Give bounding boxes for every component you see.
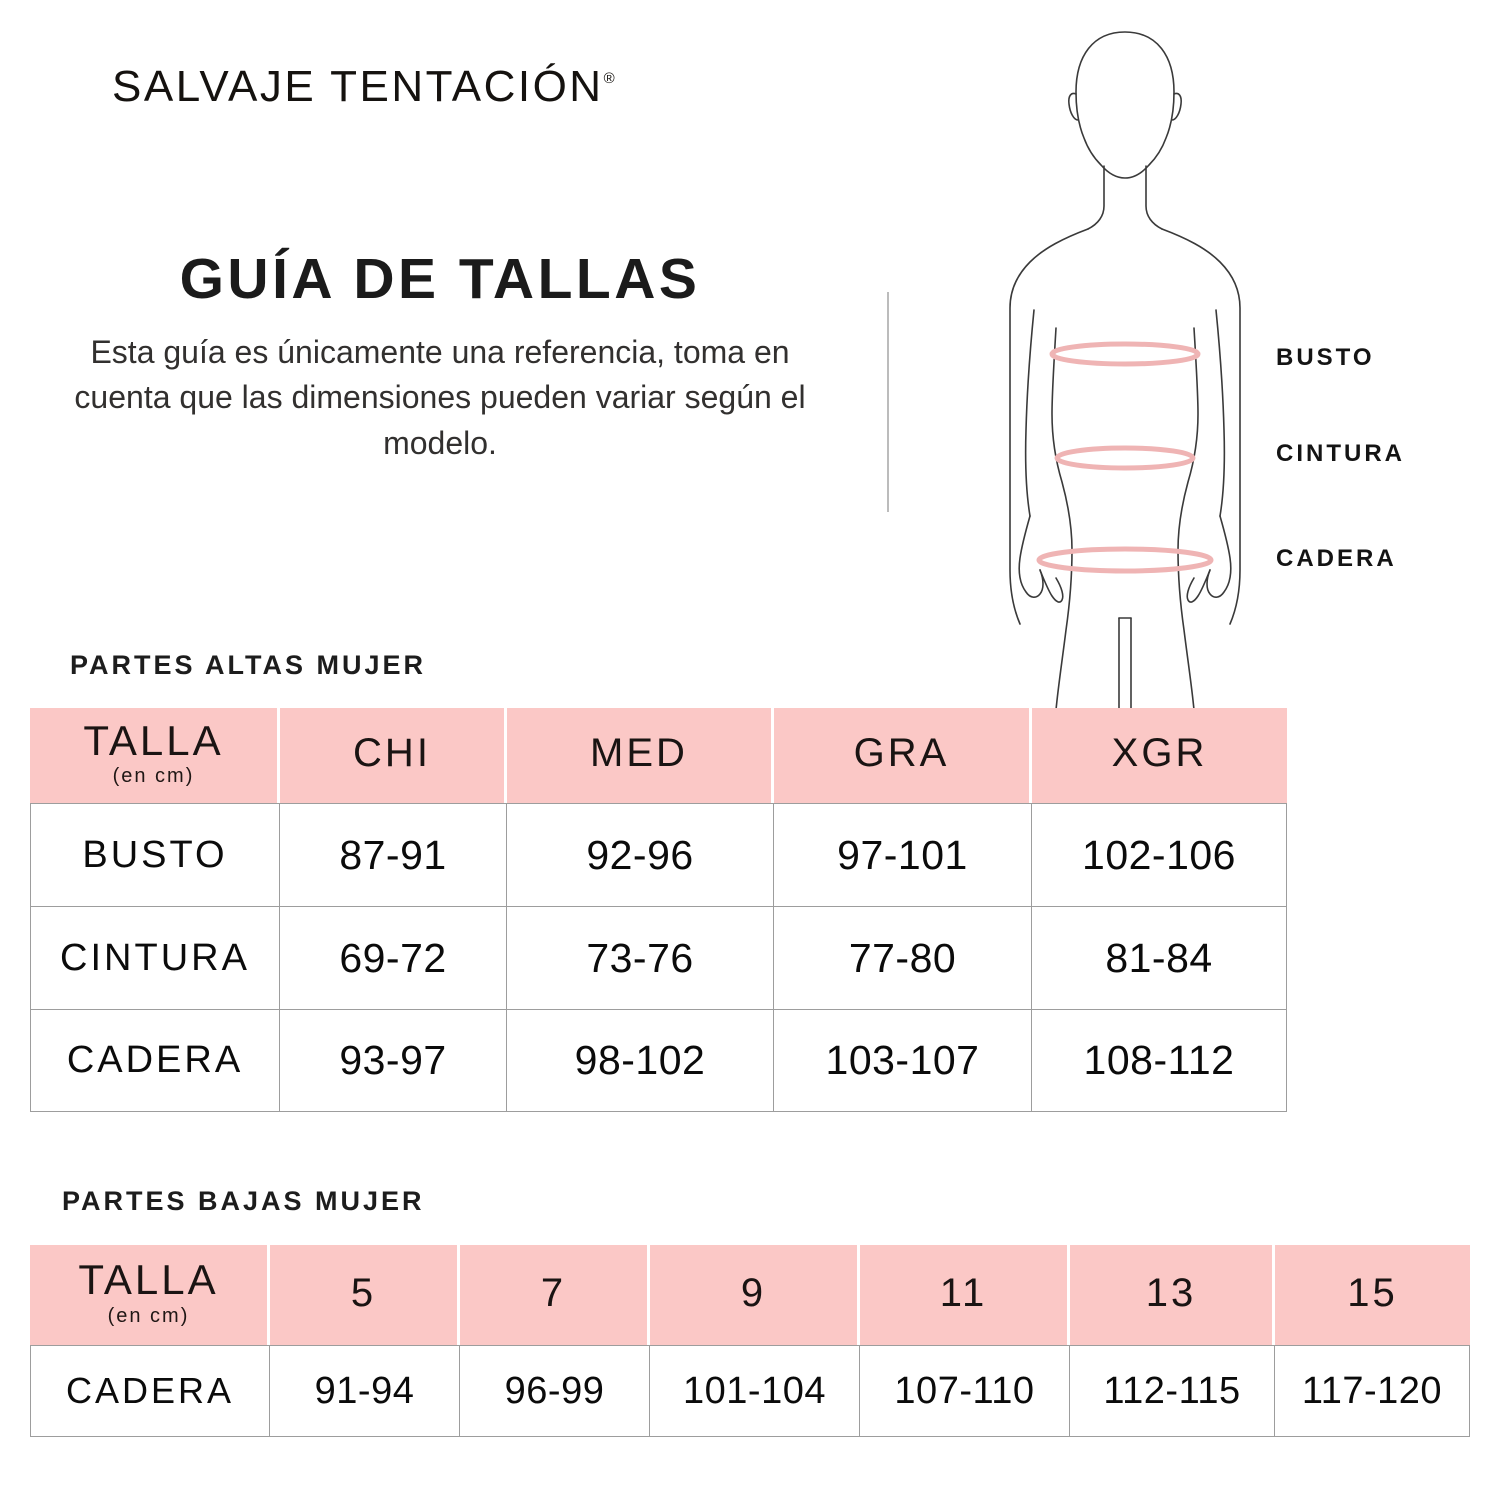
table-upper-body: TALLA (en cm) CHI MED GRA XGR BUSTO	[30, 708, 1287, 1112]
registered-mark-icon: ®	[603, 70, 615, 87]
header-cell-size-13: 13	[1070, 1245, 1275, 1345]
row-label-cadera: CADERA	[30, 1345, 270, 1437]
header-talla-unit: (en cm)	[107, 1304, 190, 1327]
cell-cadera-gra: 103-107	[774, 1009, 1032, 1112]
header-size-label: 9	[740, 1270, 767, 1315]
header-cell-size-15: 15	[1275, 1245, 1470, 1345]
header-cell-size-xgr: XGR	[1032, 708, 1287, 803]
body-figure	[960, 10, 1290, 710]
header-cell-size-gra: GRA	[774, 708, 1032, 803]
cell-cadera-5: 91-94	[270, 1345, 460, 1437]
cell-cintura-chi: 69-72	[280, 906, 507, 1009]
measure-line-bust	[1049, 341, 1201, 367]
table-row: CADERA 91-94 96-99 101-104 107-110 112-1…	[30, 1345, 1470, 1437]
vertical-divider	[887, 292, 889, 512]
row-label-cadera: CADERA	[30, 1009, 280, 1112]
header-size-label: XGR	[1111, 731, 1208, 776]
header-size-label: 7	[540, 1270, 567, 1315]
cell-cadera-15: 117-120	[1275, 1345, 1470, 1437]
cell-busto-xgr: 102-106	[1032, 803, 1287, 906]
header-cell-size-chi: CHI	[280, 708, 507, 803]
header-size-label: 5	[350, 1270, 377, 1315]
cell-busto-gra: 97-101	[774, 803, 1032, 906]
cell-cadera-7: 96-99	[460, 1345, 650, 1437]
cell-cadera-chi: 93-97	[280, 1009, 507, 1112]
figure-label-bust: BUSTO	[1276, 344, 1375, 371]
header-talla-unit: (en cm)	[112, 765, 195, 788]
header-cell-size-7: 7	[460, 1245, 650, 1345]
cell-cadera-med: 98-102	[507, 1009, 774, 1112]
header-size-label: 15	[1347, 1270, 1398, 1315]
cell-cadera-13: 112-115	[1070, 1345, 1275, 1437]
header-size-label: 11	[939, 1270, 988, 1315]
intro-block: GUÍA DE TALLAS Esta guía es únicamente u…	[60, 247, 820, 466]
measure-line-waist	[1054, 445, 1196, 471]
table-header-row: TALLA (en cm) CHI MED GRA XGR	[30, 708, 1287, 803]
table-row: CINTURA 69-72 73-76 77-80 81-84	[30, 906, 1287, 1009]
header-cell-talla: TALLA (en cm)	[30, 1245, 270, 1345]
brand-name: SALVAJE TENTACIÓN	[112, 62, 604, 111]
measure-line-hip	[1036, 546, 1214, 574]
row-label-busto: BUSTO	[30, 803, 280, 906]
section-caption-lower-body: PARTES BAJAS MUJER	[62, 1186, 425, 1216]
header-size-label: MED	[590, 731, 688, 776]
header-cell-talla: TALLA (en cm)	[30, 708, 280, 803]
table-lower-body: TALLA (en cm) 5 7 9 11 13 15 CADERA 91-9…	[30, 1245, 1470, 1437]
header-cell-size-11: 11	[860, 1245, 1070, 1345]
figure-label-hip: CADERA	[1276, 545, 1397, 572]
cell-cintura-med: 73-76	[507, 906, 774, 1009]
cell-cadera-9: 101-104	[650, 1345, 860, 1437]
cell-cadera-xgr: 108-112	[1032, 1009, 1287, 1112]
cell-cintura-xgr: 81-84	[1032, 906, 1287, 1009]
header-size-label: CHI	[353, 731, 431, 776]
table-row: BUSTO 87-91 92-96 97-101 102-106	[30, 803, 1287, 906]
header-talla-label: TALLA	[78, 1256, 219, 1304]
header-talla-label: TALLA	[83, 716, 224, 764]
table-row: CADERA 93-97 98-102 103-107 108-112	[30, 1009, 1287, 1112]
header-cell-size-5: 5	[270, 1245, 460, 1345]
section-caption-upper-body: PARTES ALTAS MUJER	[70, 650, 427, 680]
brand-wordmark: SALVAJE TENTACIÓN®	[112, 62, 615, 112]
guide-description: Esta guía es únicamente una referencia, …	[74, 333, 806, 461]
header-cell-size-med: MED	[507, 708, 774, 803]
cell-busto-med: 92-96	[507, 803, 774, 906]
header-size-label: GRA	[853, 731, 950, 776]
cell-cadera-11: 107-110	[860, 1345, 1070, 1437]
cell-cintura-gra: 77-80	[774, 906, 1032, 1009]
header-cell-size-9: 9	[650, 1245, 860, 1345]
cell-busto-chi: 87-91	[280, 803, 507, 906]
row-label-cintura: CINTURA	[30, 906, 280, 1009]
table-header-row: TALLA (en cm) 5 7 9 11 13 15	[30, 1245, 1470, 1345]
female-silhouette-icon	[1009, 31, 1241, 710]
header-size-label: 13	[1145, 1270, 1197, 1315]
figure-label-waist: CINTURA	[1276, 440, 1405, 467]
page-title: GUÍA DE TALLAS	[179, 247, 701, 311]
